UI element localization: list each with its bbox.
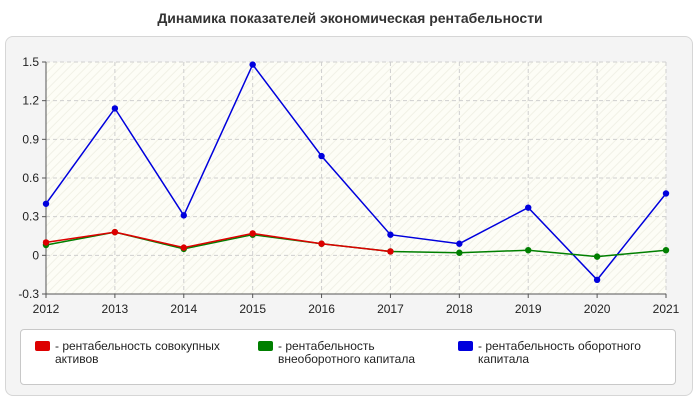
data-point bbox=[180, 244, 187, 251]
legend-label: - рентабельность внеоборотного капитала bbox=[278, 339, 415, 366]
y-tick-label: 1.5 bbox=[22, 55, 39, 69]
data-point bbox=[42, 239, 50, 246]
data-point bbox=[180, 212, 187, 219]
data-point bbox=[593, 276, 601, 284]
y-tick-label: 0.6 bbox=[22, 171, 39, 185]
data-point bbox=[456, 240, 463, 247]
data-point bbox=[318, 152, 325, 160]
x-tick-label: 2015 bbox=[239, 302, 266, 316]
x-tick-label: 2016 bbox=[308, 302, 335, 316]
data-point bbox=[593, 253, 601, 260]
data-point bbox=[662, 246, 670, 254]
data-point bbox=[42, 200, 50, 207]
legend: - рентабельность совокупных активов - ре… bbox=[20, 329, 676, 385]
x-axis-ticks: 2012 2013 2014 2015 2016 2017 2018 2019 2020 2021 bbox=[33, 294, 680, 316]
x-tick-label: 2014 bbox=[170, 302, 197, 316]
series-2 bbox=[42, 61, 670, 284]
series-lines bbox=[42, 61, 670, 284]
x-tick-label: 2013 bbox=[102, 302, 129, 316]
x-tick-label: 2018 bbox=[446, 302, 473, 316]
data-point bbox=[456, 249, 463, 256]
y-tick-label: 0 bbox=[32, 248, 39, 262]
legend-swatch-blue bbox=[458, 341, 473, 351]
y-tick-label: 0.3 bbox=[22, 210, 39, 224]
data-point bbox=[249, 61, 256, 68]
x-tick-label: 2019 bbox=[515, 302, 542, 316]
data-point bbox=[525, 246, 532, 254]
series-line bbox=[45, 63, 667, 281]
data-point bbox=[387, 248, 394, 255]
x-tick-label: 2017 bbox=[377, 302, 404, 316]
y-tick-label: 0.9 bbox=[22, 132, 39, 146]
legend-label: - рентабельность совокупных активов bbox=[55, 339, 220, 366]
data-point bbox=[318, 240, 325, 247]
data-point bbox=[111, 105, 119, 112]
data-point bbox=[387, 231, 394, 238]
chart-title: Динамика показателей экономическая рента… bbox=[157, 10, 543, 26]
data-point bbox=[525, 204, 532, 211]
series-line bbox=[45, 231, 391, 253]
y-tick-label: -0.3 bbox=[18, 287, 39, 301]
x-tick-label: 2020 bbox=[584, 302, 611, 316]
x-tick-label: 2012 bbox=[33, 302, 60, 316]
y-axis-ticks: 1.5 1.2 0.9 0.6 0.3 0 -0.3 bbox=[18, 55, 46, 301]
legend-swatch-red bbox=[35, 341, 50, 351]
data-point bbox=[249, 230, 256, 237]
data-point bbox=[662, 190, 670, 197]
data-point bbox=[111, 228, 119, 236]
x-tick-label: 2021 bbox=[653, 302, 680, 316]
y-tick-label: 1.2 bbox=[22, 94, 39, 108]
legend-swatch-green bbox=[258, 341, 273, 351]
series-0 bbox=[42, 228, 394, 255]
legend-label: - рентабельность оборотного капитала bbox=[478, 339, 641, 366]
